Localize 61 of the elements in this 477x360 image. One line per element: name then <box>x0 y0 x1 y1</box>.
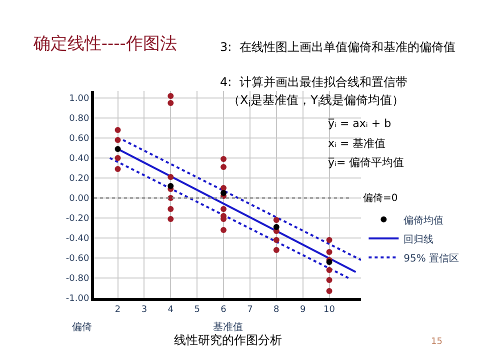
y-tick-label: 0.60 <box>69 134 90 144</box>
annotation: y̅ᵢ = axᵢ + b <box>328 117 392 130</box>
y-axis-title: 偏倚 <box>72 321 92 333</box>
point <box>273 237 280 243</box>
y-tick-label: 0.20 <box>69 174 90 184</box>
point <box>220 190 227 196</box>
x-tick-label: 3 <box>141 304 148 315</box>
point <box>273 217 280 223</box>
y-tick-label: 0.40 <box>69 154 90 164</box>
point <box>168 174 174 180</box>
y-tick-label: -0.20 <box>66 214 90 224</box>
x-tick-label: 10 <box>324 304 336 315</box>
point <box>168 93 174 99</box>
point <box>168 206 174 212</box>
point <box>168 216 174 222</box>
point <box>273 224 280 230</box>
y-tick-label: -1.00 <box>66 294 90 304</box>
point <box>326 237 332 243</box>
legend-label: 95% 置信区 <box>404 252 460 264</box>
y-tick-label: -0.80 <box>66 274 90 284</box>
annotation: （X$_{i}$是基准值，Y$_{i}$线是偏倚均值） <box>228 93 404 109</box>
point <box>326 288 332 294</box>
point <box>114 155 121 161</box>
text: 3: 在线性图上画出单值偏倚和基准的偏倚值 <box>220 40 456 54</box>
legend-label: 回归线 <box>404 233 434 246</box>
x-tick-label: 7 <box>247 304 253 315</box>
legend-label: 偏倚均值 <box>404 214 444 226</box>
point <box>114 146 121 152</box>
x-tick-label: 5 <box>194 304 200 315</box>
y-tick-label: 1.00 <box>69 94 90 104</box>
text: 线性研究的作图分析 <box>174 333 282 347</box>
point <box>220 206 227 212</box>
point <box>220 185 227 191</box>
text: 4: 计算并画出最佳拟合线和置信带 <box>220 75 408 89</box>
y-tick-label: -0.40 <box>66 234 90 244</box>
point <box>273 247 280 253</box>
annotation: xᵢ = 基准值 <box>328 137 386 150</box>
x-tick-label: 8 <box>274 304 280 315</box>
point <box>168 100 174 106</box>
y-tick-label: -0.60 <box>66 254 90 264</box>
x-tick-label: 9 <box>300 304 306 315</box>
point <box>220 164 227 170</box>
point <box>114 166 121 172</box>
x-tick-label: 4 <box>168 304 174 315</box>
chart-title: 确定线性----作图法 <box>32 34 177 54</box>
x-axis-title: 基准值 <box>213 321 243 333</box>
point <box>326 249 332 255</box>
point <box>220 227 227 233</box>
y-tick-label: 0.80 <box>69 114 90 124</box>
point <box>220 156 227 162</box>
point <box>114 137 121 143</box>
text: 15 <box>431 337 442 347</box>
annotation: y̅ᵢ= 偏倚平均值 <box>328 156 404 169</box>
ref-line-label: 偏倚=0 <box>363 192 398 204</box>
point <box>114 127 121 133</box>
point <box>326 267 332 273</box>
x-tick-label: 2 <box>114 304 121 315</box>
x-tick-label: 6 <box>220 304 227 315</box>
y-tick-label: 0.00 <box>69 194 90 204</box>
point <box>326 277 332 283</box>
point <box>168 183 174 189</box>
